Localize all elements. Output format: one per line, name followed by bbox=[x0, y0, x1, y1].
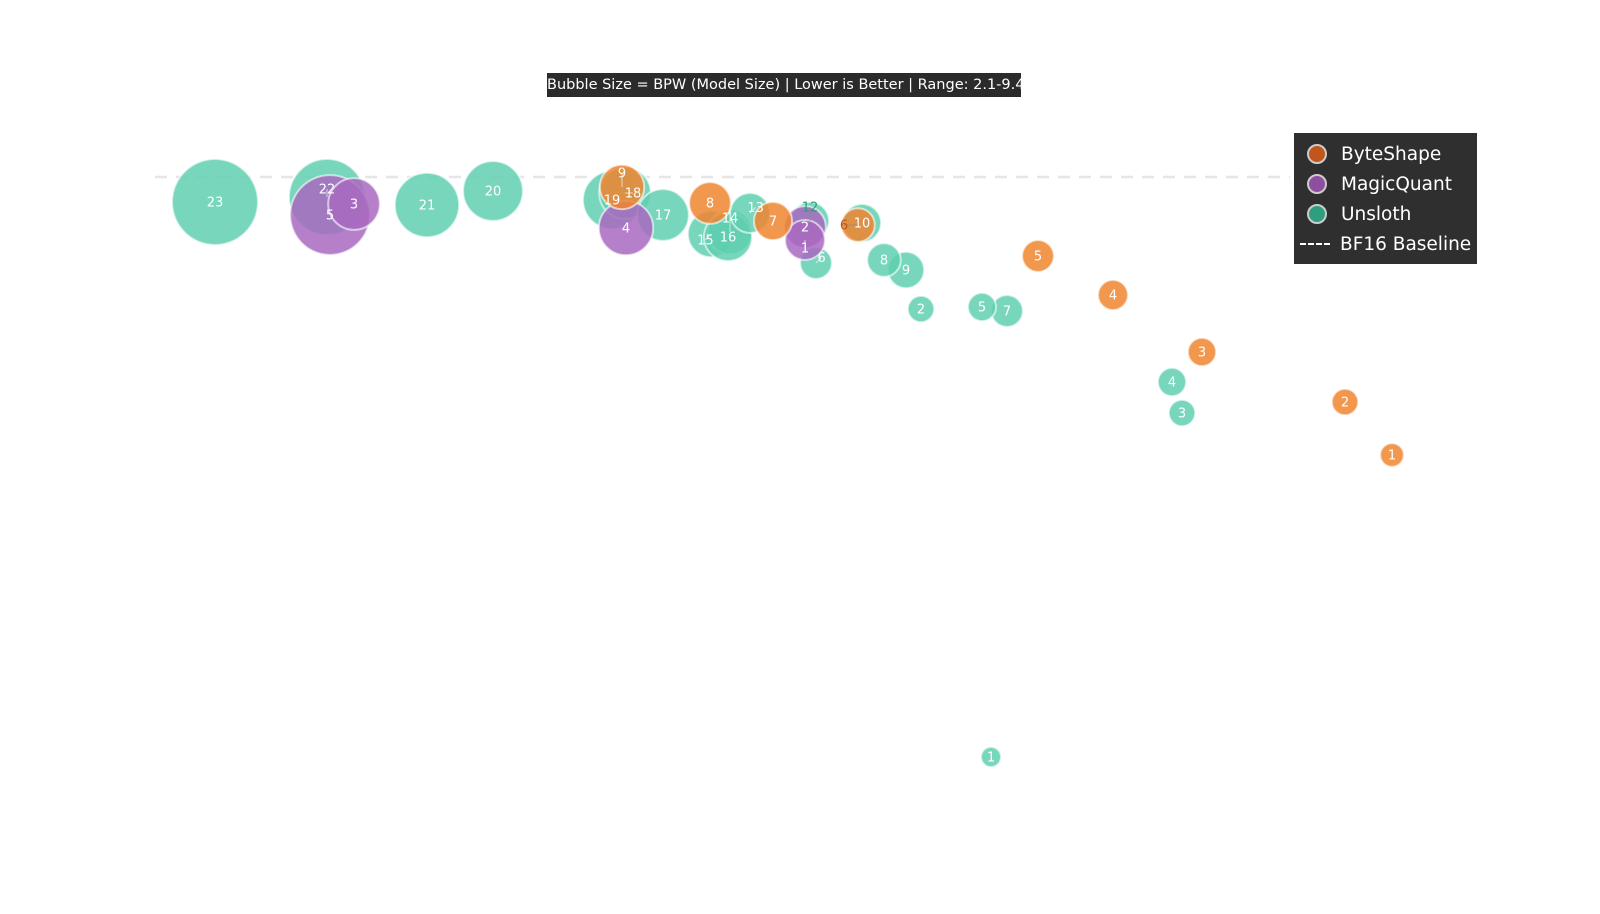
label-leader-line bbox=[749, 207, 756, 214]
bubble-unsloth-23[interactable] bbox=[171, 158, 259, 246]
bubble-label-unsloth: 14 bbox=[722, 212, 739, 227]
bubble-label-unsloth: 13 bbox=[747, 201, 764, 216]
bubble-label-unsloth: 1 bbox=[987, 751, 995, 766]
bubble-label-byteshape: 3 bbox=[1198, 346, 1206, 361]
bubble-label-unsloth: 4 bbox=[1168, 376, 1176, 391]
bubble-label-magicquant: 2 bbox=[801, 221, 809, 236]
bubble-label-magicquant: 3 bbox=[350, 198, 358, 213]
bubble-magicquant-3[interactable] bbox=[327, 177, 381, 231]
bubble-unsloth-20[interactable] bbox=[462, 160, 524, 222]
bubble-label-unsloth: 10 bbox=[854, 217, 871, 232]
bubble-byteshape-4[interactable] bbox=[1097, 279, 1129, 311]
legend-label: MagicQuant bbox=[1341, 173, 1452, 195]
bubble-label-unsloth: 16 bbox=[720, 231, 737, 246]
chart-annotation: Bubble Size = BPW (Model Size) | Lower i… bbox=[547, 73, 1024, 97]
bubble-label-unsloth: 21 bbox=[419, 199, 436, 214]
bubble-byteshape-3[interactable] bbox=[1186, 336, 1218, 368]
bubble-label-unsloth: 18 bbox=[625, 187, 642, 202]
legend-item-magicquant[interactable]: MagicQuant bbox=[1294, 169, 1452, 199]
legend-marker bbox=[1307, 144, 1327, 164]
bubble-label-magicquant: 5 bbox=[326, 209, 334, 224]
label-leader-line bbox=[705, 233, 712, 240]
legend-label: ByteShape bbox=[1341, 143, 1442, 165]
bubble-byteshape-5[interactable] bbox=[1021, 239, 1055, 273]
bubble-label-byteshape: 1 bbox=[1388, 449, 1396, 464]
bubble-label-magicquant: 1 bbox=[801, 242, 809, 257]
bubble-byteshape-2[interactable] bbox=[1330, 387, 1360, 417]
bubble-unsloth-5[interactable] bbox=[966, 291, 998, 323]
legend-item-byteshape[interactable]: ByteShape bbox=[1294, 139, 1441, 169]
bubble-label-byteshape: 4 bbox=[1109, 289, 1117, 304]
legend-dash-marker bbox=[1300, 243, 1330, 245]
label-leader-line bbox=[815, 257, 822, 264]
bubble-label-byteshape: 5 bbox=[1034, 250, 1042, 265]
bubble-label-magicquant: 4 bbox=[622, 222, 630, 237]
legend-label: Unsloth bbox=[1341, 203, 1412, 225]
bubble-unsloth-21[interactable] bbox=[393, 171, 461, 239]
bubble-label-unsloth: 9 bbox=[902, 264, 910, 279]
bubble-label-unsloth: 2 bbox=[917, 303, 925, 318]
bubble-label-unsloth: 5 bbox=[978, 301, 986, 316]
legend: ByteShape MagicQuant Unsloth BF16 Baseli… bbox=[1294, 133, 1477, 264]
bubble-label-byteshape: 6 bbox=[840, 219, 848, 234]
bubble-label-unsloth: 8 bbox=[880, 254, 888, 269]
bubble-label-byteshape: 2 bbox=[1341, 396, 1349, 411]
bubble-byteshape-7[interactable] bbox=[752, 200, 794, 242]
bubble-label-unsloth: 3 bbox=[1178, 407, 1186, 422]
bubble-label-unsloth: 15 bbox=[697, 233, 714, 248]
bubble-byteshape-1[interactable] bbox=[1379, 442, 1405, 468]
bubble-unsloth-1[interactable] bbox=[980, 746, 1002, 768]
bubble-unsloth-3[interactable] bbox=[1167, 398, 1197, 428]
bubble-label-byteshape: 7 bbox=[769, 215, 777, 230]
bubble-label-unsloth: 6 bbox=[818, 251, 826, 266]
legend-item-unsloth[interactable]: Unsloth bbox=[1294, 199, 1411, 229]
legend-item-bf16-baseline[interactable]: BF16 Baseline bbox=[1294, 229, 1471, 259]
legend-marker bbox=[1307, 174, 1327, 194]
bubble-label-unsloth: 19 bbox=[604, 194, 621, 209]
legend-marker bbox=[1307, 204, 1327, 224]
bubble-label-unsloth: 22 bbox=[319, 183, 336, 198]
bubble-label-unsloth: 12 bbox=[802, 201, 819, 216]
bubble-unsloth-4[interactable] bbox=[1156, 366, 1188, 398]
bubble-label-byteshape: 8 bbox=[706, 197, 714, 212]
legend-label: BF16 Baseline bbox=[1340, 233, 1472, 255]
bubble-unsloth-8[interactable] bbox=[866, 242, 902, 278]
bubble-label-byteshape: 9 bbox=[618, 167, 626, 182]
bubble-label-unsloth: 23 bbox=[207, 196, 224, 211]
bubble-unsloth-2[interactable] bbox=[906, 294, 936, 324]
bubble-label-unsloth: 20 bbox=[485, 185, 502, 200]
bubble-label-unsloth: 7 bbox=[1003, 305, 1011, 320]
bubble-label-unsloth: 17 bbox=[655, 209, 672, 224]
bubble-byteshape-8[interactable] bbox=[688, 181, 732, 225]
